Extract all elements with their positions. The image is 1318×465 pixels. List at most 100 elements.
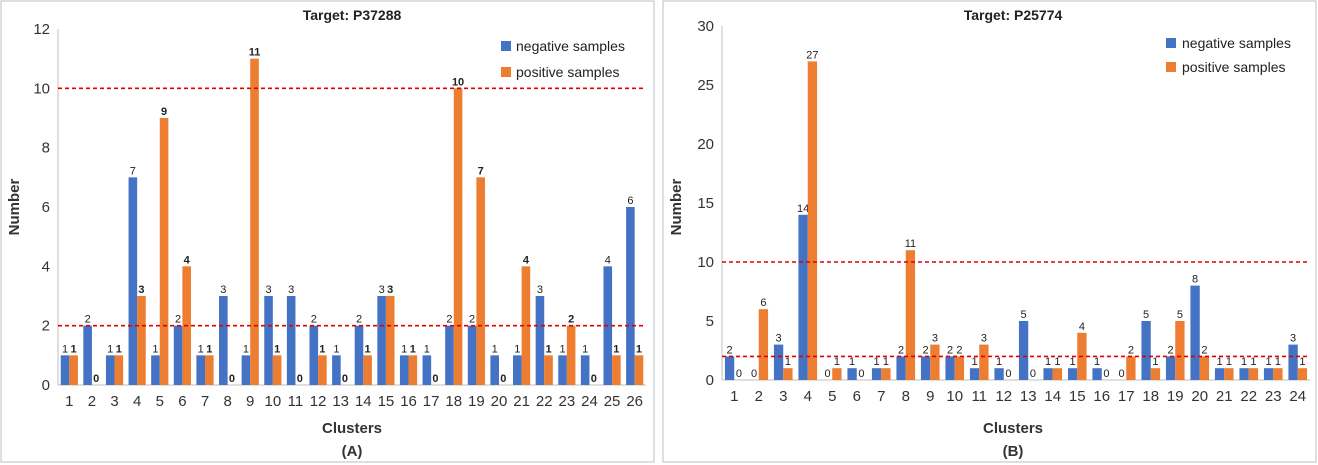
bar-negative (1214, 368, 1225, 380)
x-tick-label: 15 (378, 393, 395, 410)
bar-positive (453, 88, 463, 385)
data-label-positive: 0 (1005, 368, 1011, 380)
x-tick-label: 16 (400, 393, 417, 410)
x-tick-label: 2 (755, 388, 763, 405)
bar-negative (994, 368, 1004, 380)
data-label-positive: 1 (785, 356, 791, 368)
legend-label-negative: negative samples (516, 38, 625, 54)
x-tick-label: 15 (1069, 388, 1086, 405)
data-label-negative: 1 (874, 356, 880, 368)
x-tick-label: 19 (468, 393, 485, 410)
y-tick-label: 0 (42, 377, 50, 394)
bar-positive (979, 344, 989, 380)
bar-negative (173, 325, 183, 385)
x-tick-label: 4 (133, 393, 141, 410)
data-label-negative: 1 (514, 343, 520, 355)
bar-positive (1126, 356, 1136, 380)
data-label-positive: 1 (1250, 356, 1256, 368)
data-label-positive: 0 (736, 368, 742, 380)
data-label-negative: 3 (288, 284, 294, 296)
data-label-positive: 1 (1275, 356, 1281, 368)
data-label-positive: 3 (981, 333, 987, 345)
data-label-positive: 11 (905, 238, 916, 250)
x-tick-label: 7 (201, 393, 209, 410)
data-label-negative: 1 (152, 343, 158, 355)
data-label-positive: 4 (184, 254, 191, 266)
bar-positive (1150, 368, 1161, 380)
bar-negative (1141, 321, 1151, 380)
data-label-positive: 2 (568, 314, 574, 326)
data-label-negative: 1 (849, 356, 855, 368)
bar-negative (399, 355, 409, 385)
bar-positive (1175, 321, 1185, 380)
bar-negative (558, 355, 567, 385)
data-label-positive: 10 (452, 76, 464, 88)
y-tick-label: 12 (33, 21, 50, 38)
y-tick-label: 2 (42, 318, 50, 335)
bar-negative (264, 296, 273, 385)
data-label-positive: 9 (161, 106, 167, 118)
bar-negative (969, 368, 980, 380)
bar-positive (905, 250, 916, 380)
bar-negative (1018, 321, 1029, 380)
y-tick-label: 20 (697, 136, 714, 153)
data-label-negative: 2 (923, 344, 929, 356)
x-tick-label: 18 (1142, 388, 1159, 405)
data-label-negative: 1 (243, 343, 249, 355)
data-label-negative: 7 (130, 165, 136, 177)
chart-a-title: Target: P37288 (303, 7, 402, 23)
data-label-positive: 1 (410, 343, 416, 355)
y-tick-label: 15 (697, 195, 714, 212)
x-tick-label: 20 (1191, 388, 1208, 405)
bar-negative (105, 355, 115, 385)
data-label-negative: 1 (198, 343, 204, 355)
legend-label-positive: positive samples (516, 64, 620, 80)
data-label-positive: 1 (636, 343, 642, 355)
data-label-positive: 1 (834, 356, 840, 368)
data-label-negative: 3 (220, 284, 226, 296)
data-label-positive: 11 (249, 47, 261, 59)
legend-label-negative: negative samples (1182, 35, 1291, 51)
data-label-negative: 1 (333, 343, 339, 355)
data-label-negative: 1 (1266, 356, 1272, 368)
bar-positive (612, 355, 621, 385)
x-tick-label: 14 (355, 393, 372, 410)
bar-negative (1263, 368, 1274, 380)
data-label-positive: 1 (613, 343, 619, 355)
bar-negative (196, 355, 205, 385)
bar-negative (151, 355, 160, 385)
data-label-positive: 1 (319, 343, 325, 355)
bar-positive (1052, 368, 1063, 380)
chart-b-title: Target: P25774 (964, 7, 1063, 23)
bar-negative (467, 325, 477, 385)
x-tick-label: 6 (178, 393, 186, 410)
data-label-positive: 0 (500, 373, 506, 385)
data-label-negative: 1 (424, 343, 430, 355)
data-label-negative: 4 (605, 254, 611, 266)
data-label-negative: 3 (379, 284, 385, 296)
bar-negative (513, 355, 522, 385)
data-label-positive: 1 (274, 343, 280, 355)
data-label-negative: 0 (1119, 368, 1125, 380)
data-label-positive: 5 (1177, 309, 1183, 321)
bar-negative (1067, 368, 1078, 380)
x-tick-label: 2 (88, 393, 96, 410)
x-tick-label: 24 (581, 393, 598, 410)
bar-positive (385, 296, 395, 385)
data-label-negative: 1 (582, 343, 588, 355)
x-tick-label: 17 (423, 393, 440, 410)
x-tick-label: 16 (1093, 388, 1110, 405)
data-label-negative: 1 (1045, 356, 1051, 368)
data-label-positive: 27 (806, 49, 818, 61)
data-label-positive: 0 (297, 373, 303, 385)
chart-a-ylabel: Number (6, 179, 23, 236)
data-label-negative: 2 (356, 314, 362, 326)
legend-swatch-positive (1166, 62, 1176, 72)
legend-label-positive: positive samples (1182, 59, 1286, 75)
bar-negative (1092, 368, 1102, 380)
bar-negative (422, 355, 432, 385)
data-label-negative: 1 (559, 343, 565, 355)
data-label-negative: 2 (469, 314, 475, 326)
x-tick-label: 13 (1020, 388, 1037, 405)
